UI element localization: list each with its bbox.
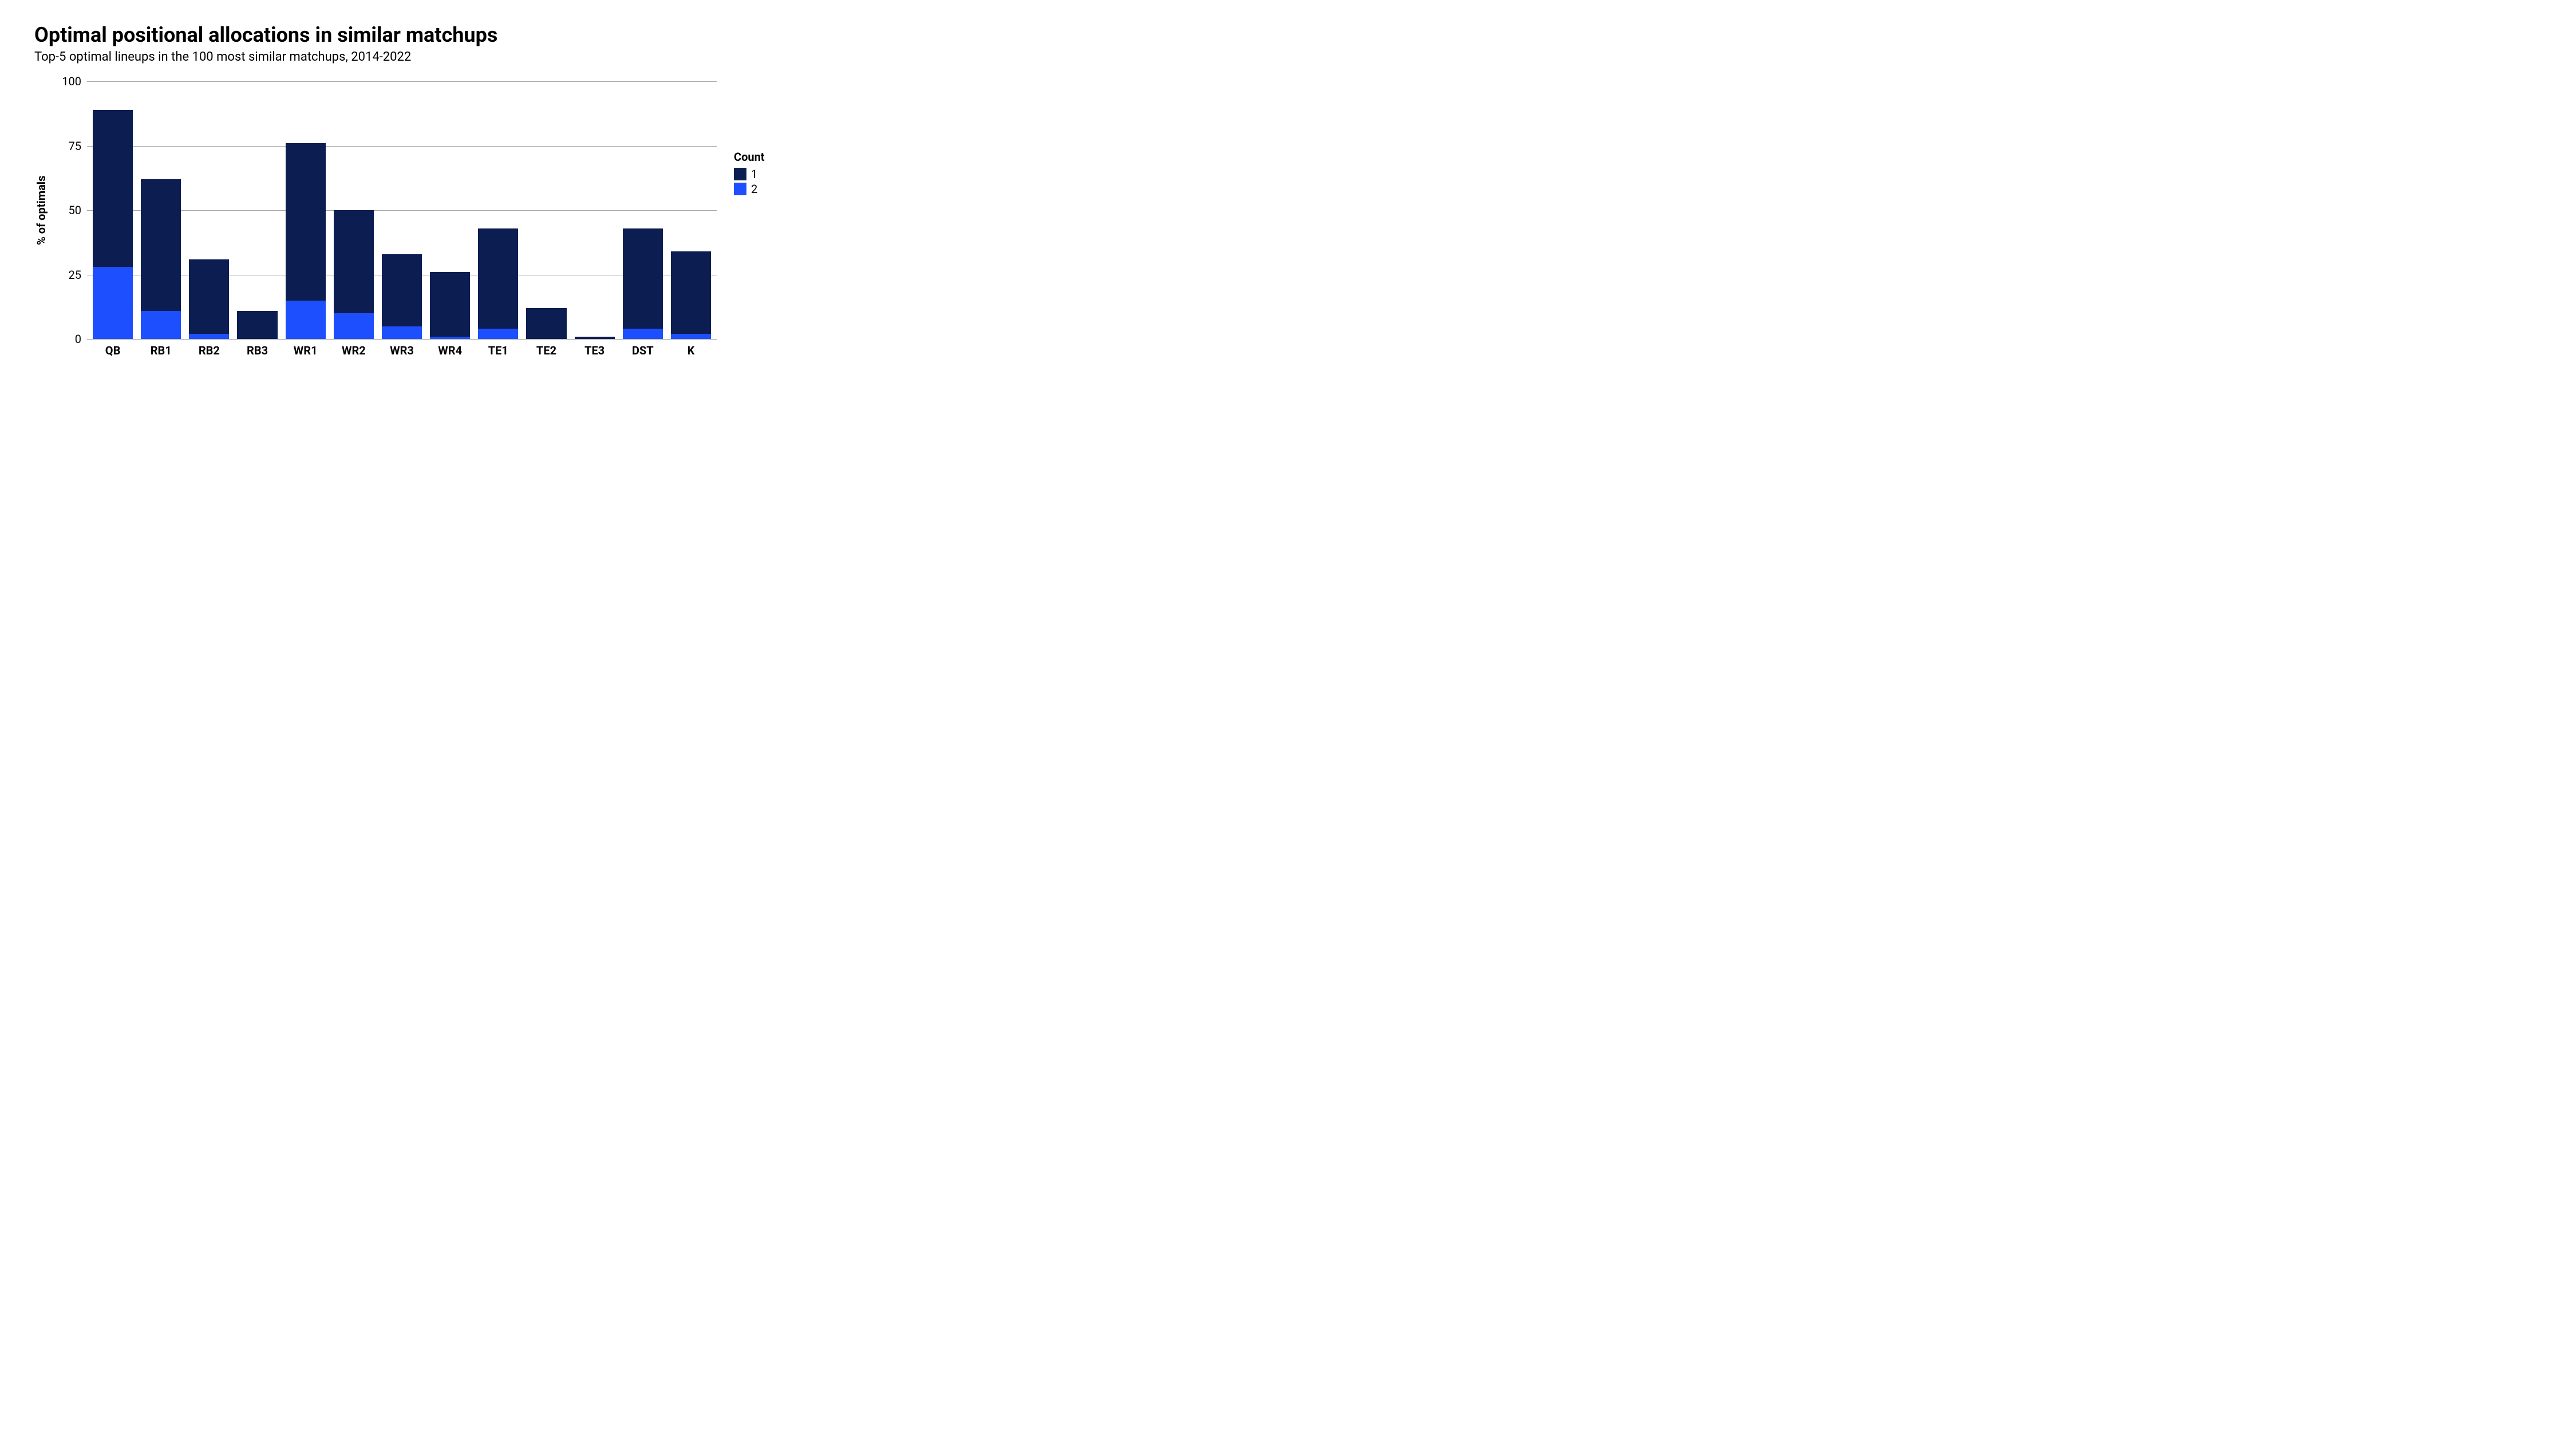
x-axis-label: RB1 [141, 344, 181, 357]
bar [237, 81, 277, 339]
y-axis-label: % of optimals [34, 81, 48, 339]
bar-segment-2 [189, 334, 229, 339]
bar-segment-2 [334, 313, 374, 339]
y-tick: 25 [69, 269, 81, 281]
bar-segment-1 [478, 228, 518, 329]
x-axis-label: WR3 [382, 344, 422, 357]
bars-container [87, 81, 717, 339]
legend-label: 2 [751, 182, 757, 196]
plot-area [87, 81, 717, 339]
bar-segment-1 [623, 228, 663, 329]
bar-segment-1 [575, 337, 615, 340]
legend-item: 1 [734, 167, 765, 181]
y-tick: 0 [75, 333, 81, 345]
legend-title: Count [734, 150, 765, 164]
x-axis-label: RB3 [237, 344, 277, 357]
bar [575, 81, 615, 339]
bar [430, 81, 470, 339]
y-tick: 75 [69, 140, 81, 152]
x-axis-label: WR1 [286, 344, 326, 357]
bar-segment-2 [141, 311, 181, 340]
legend-items: 12 [734, 167, 765, 196]
x-axis-label: QB [93, 344, 133, 357]
legend-label: 1 [751, 167, 757, 181]
bar-segment-1 [237, 311, 277, 340]
bar-segment-1 [671, 251, 711, 334]
bar [382, 81, 422, 339]
bar [286, 81, 326, 339]
x-axis-label: TE2 [526, 344, 566, 357]
bar-segment-2 [478, 329, 518, 339]
x-axis-labels: QB RB1 RB2 RB3 WR1 WR2 WR3 WR4 TE1 TE2 TE3 DST K [87, 339, 717, 357]
bar [93, 81, 133, 339]
chart-title: Optimal positional allocations in simila… [34, 23, 836, 48]
bar-segment-2 [93, 267, 133, 339]
axis-block: 0255075100 QBRB1RB2RB3WR1WR2WR3WR4TE1TE2… [53, 81, 717, 357]
y-tick: 100 [62, 76, 81, 87]
x-axis-label: WR2 [334, 344, 374, 357]
x-axis-label: WR4 [430, 344, 470, 357]
y-axis-ticks: 0255075100 [53, 81, 81, 339]
y-tick: 50 [69, 204, 81, 216]
bar-segment-2 [382, 326, 422, 340]
chart-container: Optimal positional allocations in simila… [34, 23, 836, 357]
bar [189, 81, 229, 339]
bar-segment-2 [671, 334, 711, 339]
bar-segment-2 [430, 337, 470, 340]
legend-swatch [734, 183, 746, 195]
x-axis-label: TE3 [575, 344, 615, 357]
bar [671, 81, 711, 339]
bar-segment-2 [623, 329, 663, 339]
bar-segment-1 [141, 179, 181, 311]
x-axis-label: RB2 [189, 344, 229, 357]
bar-segment-1 [334, 210, 374, 313]
bar-segment-2 [286, 301, 326, 340]
bar [478, 81, 518, 339]
chart-subtitle: Top-5 optimal lineups in the 100 most si… [34, 50, 836, 64]
legend: Count 12 [734, 150, 765, 197]
x-axis-label: K [671, 344, 711, 357]
bar-segment-1 [189, 259, 229, 334]
bar [526, 81, 566, 339]
bar-segment-1 [430, 272, 470, 337]
plot-row: % of optimals 0255075100 QBRB1RB2RB3WR1W… [34, 81, 836, 357]
bar-segment-1 [93, 110, 133, 267]
bar [141, 81, 181, 339]
bar-segment-1 [526, 308, 566, 339]
bar-segment-1 [286, 143, 326, 301]
legend-item: 2 [734, 182, 765, 196]
x-axis-label: TE1 [478, 344, 518, 357]
legend-swatch [734, 168, 746, 180]
bar-segment-1 [382, 254, 422, 326]
bar [623, 81, 663, 339]
plot-and-xlabels: QB RB1 RB2 RB3 WR1 WR2 WR3 WR4 TE1 TE2 TE3 DST K [87, 81, 717, 357]
x-axis-label: DST [623, 344, 663, 357]
gridline [87, 339, 717, 340]
bar [334, 81, 374, 339]
